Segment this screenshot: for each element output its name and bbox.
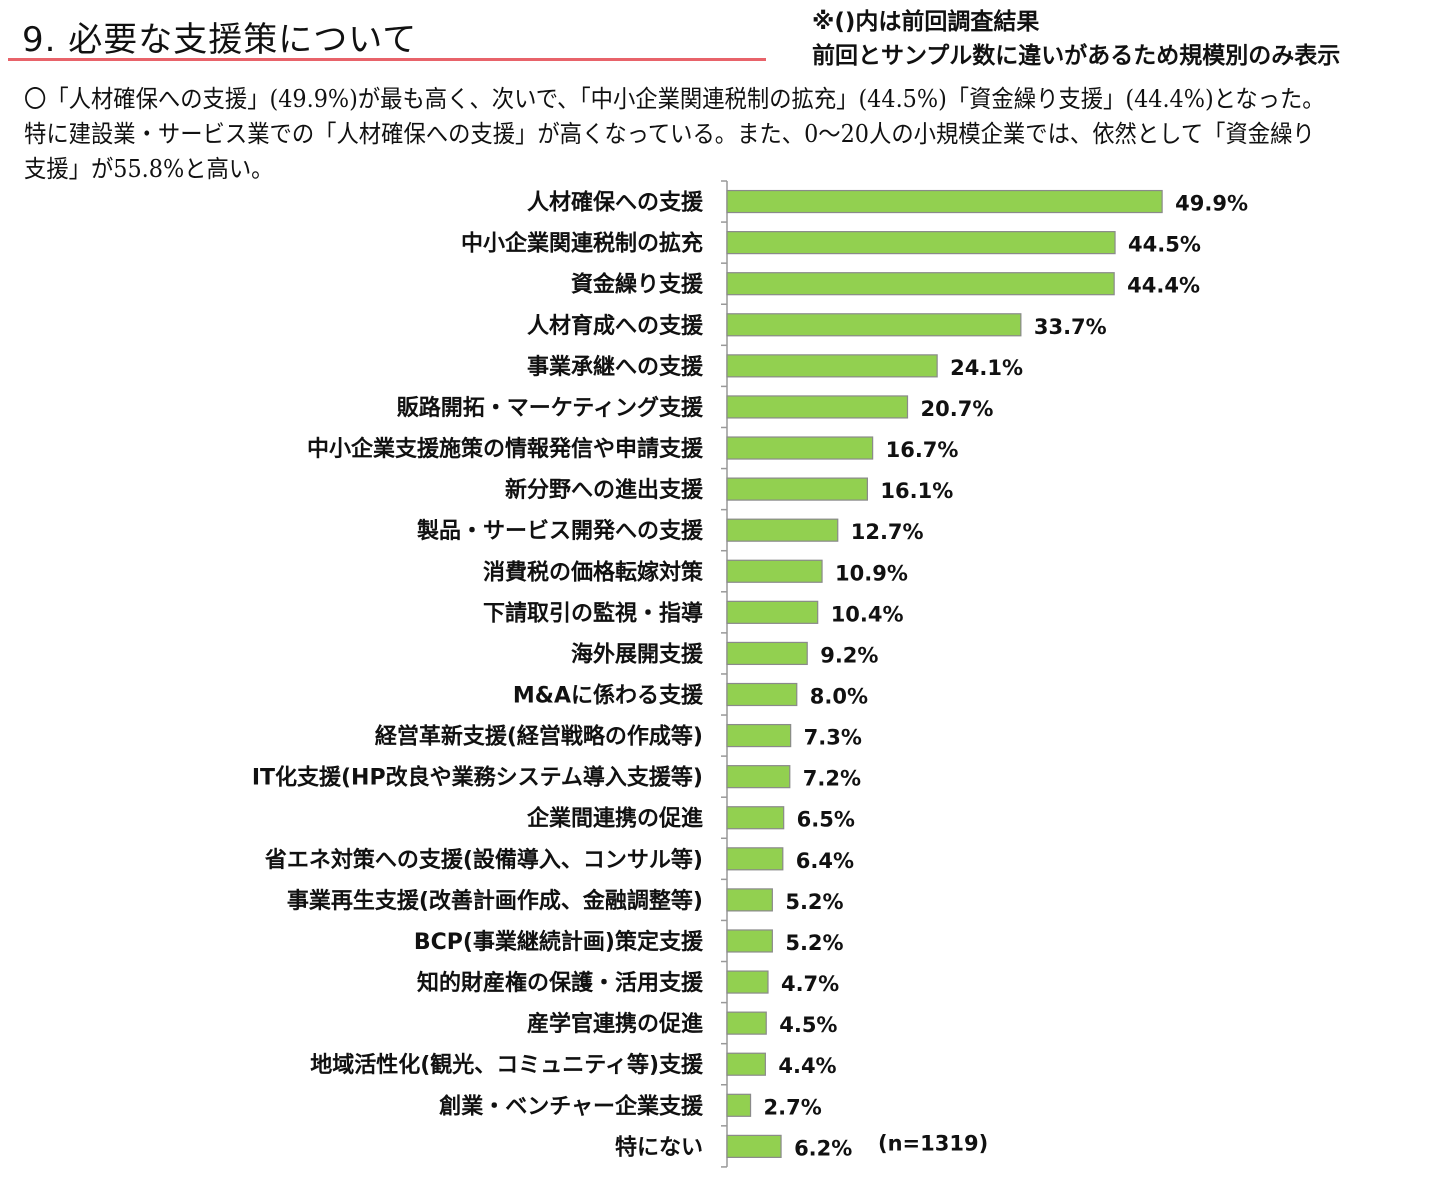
bar: [726, 888, 773, 912]
value-label: 6.5%: [797, 808, 855, 832]
bar: [726, 272, 1115, 296]
value-label: 10.9%: [835, 561, 908, 585]
summary-text: 〇「人材確保への支援」(49.9%)が最も高く、次いで、「中小企業関連税制の拡充…: [24, 85, 1325, 183]
category-label: 産学官連携の促進: [527, 1011, 703, 1037]
category-label: 中小企業関連税制の拡充: [461, 231, 703, 257]
category-label: 事業承継への支援: [527, 354, 704, 380]
bar: [726, 354, 938, 378]
value-label: 12.7%: [851, 520, 924, 544]
bar: [726, 1052, 766, 1076]
bar: [726, 395, 909, 419]
value-label: 4.4%: [778, 1054, 836, 1078]
title-underline: [8, 58, 766, 61]
value-label: 49.9%: [1175, 192, 1248, 216]
bar: [726, 600, 819, 624]
category-label: 新分野への進出支援: [505, 477, 704, 503]
value-label: 10.4%: [831, 602, 904, 626]
category-label: 企業間連携の促進: [526, 806, 703, 832]
category-label: 海外展開支援: [571, 641, 704, 667]
category-label: 地域活性化(観光、コミュニティ等)支援: [310, 1052, 704, 1078]
value-label: 20.7%: [921, 397, 994, 421]
category-label: 人材確保への支援: [527, 190, 704, 216]
value-label: 8.0%: [810, 685, 868, 709]
category-label: 資金繰り支援: [571, 272, 704, 298]
value-label: 44.5%: [1128, 233, 1201, 257]
category-label: 下請取引の監視・指導: [483, 600, 703, 626]
category-label: BCP(事業継続計画)策定支援: [414, 929, 704, 955]
note-sample-size: 前回とサンプル数に違いがあるため規模別のみ表示: [812, 43, 1341, 69]
category-label: M&Aに係わる支援: [513, 684, 704, 709]
bar: [726, 847, 784, 871]
bar: [726, 518, 839, 542]
bar: [726, 313, 1022, 337]
bar: [726, 477, 868, 501]
value-label: 5.2%: [785, 931, 843, 955]
bar: [726, 723, 792, 748]
category-label: 中小企業支援施策の情報発信や申請支援: [307, 436, 704, 462]
category-label: IT化支援(HP改良や業務システム導入支援等): [252, 765, 703, 791]
value-label: 7.3%: [804, 726, 862, 750]
value-label: 2.7%: [764, 1095, 822, 1119]
bar: [726, 1134, 782, 1158]
category-label: 創業・ベンチャー企業支援: [439, 1093, 704, 1119]
category-label: 製品・サービス開発への支援: [416, 518, 704, 544]
bar: [726, 559, 823, 583]
value-label: 7.2%: [803, 767, 861, 791]
category-label: 事業再生支援(改善計画作成、金融調整等): [287, 888, 703, 914]
value-label: 44.4%: [1127, 274, 1200, 298]
bar: [726, 1093, 752, 1117]
category-label: 経営革新支援(経営戦略の作成等): [375, 724, 703, 750]
page-title: 9. 必要な支援策について: [22, 20, 418, 60]
bar: [726, 189, 1163, 214]
value-label: 5.2%: [785, 890, 843, 914]
value-label: 9.2%: [820, 643, 878, 667]
value-label: 16.7%: [886, 438, 959, 462]
bar: [726, 929, 773, 953]
category-label: 省エネ対策への支援(設備導入、コンサル等): [264, 847, 703, 873]
value-label: 33.7%: [1034, 315, 1107, 339]
bar: [726, 806, 785, 830]
bar: [726, 682, 798, 707]
category-label: 人材育成への支援: [527, 313, 704, 339]
note-previous-survey: ※()内は前回調査結果: [812, 9, 1040, 35]
value-label: 24.1%: [950, 356, 1023, 380]
bar: [726, 765, 791, 789]
value-label: 4.5%: [779, 1013, 837, 1037]
value-label: 6.2%: [794, 1136, 852, 1160]
value-label: 6.4%: [796, 849, 854, 873]
category-label: 特にない: [615, 1134, 703, 1160]
bar: [726, 1011, 767, 1035]
bar: [726, 641, 808, 666]
bar: [726, 436, 874, 460]
bar: [726, 231, 1116, 255]
value-label: 16.1%: [880, 479, 953, 503]
category-label: 消費税の価格転嫁対策: [483, 559, 704, 585]
category-label: 知的財産権の保護・活用支援: [417, 970, 704, 996]
category-label: 販路開拓・マーケティング支援: [397, 395, 704, 421]
bar: [726, 970, 769, 994]
value-label: 4.7%: [781, 972, 839, 996]
sample-size-label: (n=1319): [878, 1131, 988, 1155]
